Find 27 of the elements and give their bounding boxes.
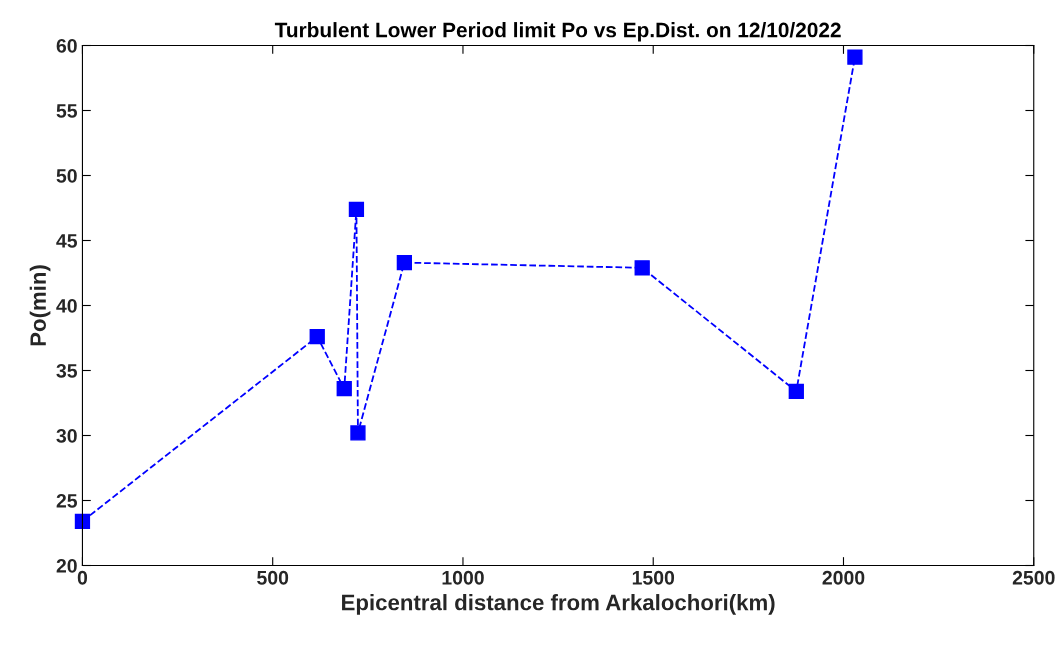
x-tick-label: 2000 [822,570,865,585]
x-axis-title: Epicentral distance from Arkalochori(km) [342,594,775,615]
y-tick-label: 35 [56,363,78,378]
y-tick-label: 55 [56,104,78,118]
point [847,49,863,65]
point [309,329,325,345]
y-tick-label: 60 [56,38,77,53]
y-tick-label: 20 [56,558,77,573]
point [788,383,804,399]
x-tick-label: 0 [77,570,88,585]
y-tick-label: 50 [56,168,77,183]
x-tick-label: 500 [257,570,289,585]
x-tick-label: 1500 [632,570,675,585]
x-tick-label: 1000 [442,570,484,585]
y-tick-label: 30 [56,428,77,443]
point [74,513,91,529]
point [634,260,650,276]
y-tick-label: 40 [56,298,77,313]
y-tick-label: 45 [56,234,78,248]
x-tick-label: 2500 [1012,570,1055,585]
y-axis-title: Po(min) [29,265,51,346]
point [396,254,413,271]
y-tick-label: 25 [56,493,78,508]
point [348,201,365,217]
point [350,425,366,441]
point [336,381,352,397]
chart-title: Turbulent Lower Period limit Po vs Ep.Dist. on 12/10/2022 [274,22,841,42]
